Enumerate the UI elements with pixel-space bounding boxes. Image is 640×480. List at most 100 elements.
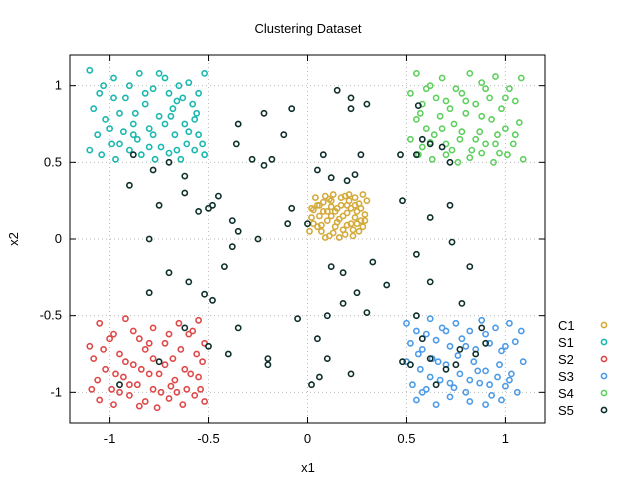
data-point <box>155 201 163 209</box>
chart-title: Clustering Dataset <box>255 21 362 36</box>
data-point <box>406 339 414 347</box>
data-point <box>116 109 123 117</box>
data-point <box>122 358 129 366</box>
data-point <box>108 140 115 148</box>
data-point <box>327 174 335 182</box>
data-point <box>357 217 365 224</box>
legend-marker <box>600 389 608 397</box>
data-point <box>472 100 480 108</box>
data-point <box>450 384 458 392</box>
data-point <box>456 370 464 378</box>
data-point <box>125 82 133 90</box>
data-point <box>359 191 367 198</box>
data-point <box>169 355 177 362</box>
data-point <box>181 324 189 332</box>
data-point <box>448 146 456 154</box>
data-point <box>315 373 323 381</box>
y-tick-label: -0.5 <box>40 308 62 323</box>
data-point <box>476 128 484 136</box>
data-point <box>86 66 94 74</box>
data-point <box>442 327 450 335</box>
data-point <box>355 227 363 235</box>
data-point <box>422 125 430 133</box>
data-point <box>116 381 123 389</box>
data-point <box>195 316 202 324</box>
data-point <box>165 395 173 402</box>
data-point <box>197 385 204 393</box>
legend-marker <box>600 321 608 329</box>
data-point <box>149 85 157 93</box>
data-points <box>86 66 527 412</box>
x-tick-label: 1 <box>502 431 509 446</box>
data-point <box>308 214 315 221</box>
data-point <box>122 315 129 323</box>
y-axis-label: x2 <box>6 232 21 246</box>
data-point <box>181 120 189 128</box>
data-point <box>501 125 509 133</box>
data-point <box>145 339 153 347</box>
data-point <box>482 140 489 148</box>
data-point <box>323 207 331 215</box>
data-point <box>177 155 185 163</box>
data-point <box>466 154 474 162</box>
x-tick-label: -1 <box>104 431 116 446</box>
data-point <box>347 94 355 102</box>
data-point <box>86 342 94 350</box>
data-point <box>254 235 262 243</box>
data-point <box>234 227 242 235</box>
series-s4 <box>406 70 527 166</box>
data-point <box>313 335 321 343</box>
data-point <box>116 388 123 396</box>
data-point <box>167 382 175 390</box>
legend-label: C1 <box>558 318 575 333</box>
legend-label: S4 <box>558 386 574 401</box>
data-point <box>505 319 513 327</box>
data-point <box>96 89 104 97</box>
data-point <box>183 140 191 148</box>
data-point <box>488 391 495 399</box>
data-point <box>466 398 474 405</box>
data-point <box>308 381 315 389</box>
data-point <box>412 151 420 159</box>
data-point <box>214 192 222 200</box>
data-point <box>432 401 440 408</box>
data-point <box>165 330 173 338</box>
data-point <box>120 128 127 136</box>
data-point <box>141 89 149 97</box>
data-point <box>353 289 361 297</box>
data-point <box>141 398 149 405</box>
data-point <box>131 109 139 117</box>
data-point <box>412 396 420 404</box>
data-point <box>339 269 347 277</box>
data-point <box>327 263 335 270</box>
data-point <box>498 347 505 355</box>
data-point <box>363 197 371 205</box>
data-point <box>167 112 175 120</box>
data-point <box>442 151 450 159</box>
data-point <box>165 89 173 97</box>
data-point <box>432 94 440 102</box>
data-point <box>337 201 345 209</box>
data-point <box>349 232 357 240</box>
data-point <box>234 324 242 332</box>
data-point <box>100 82 107 90</box>
data-point <box>357 151 365 159</box>
data-point <box>341 192 349 200</box>
data-point <box>86 146 94 154</box>
data-point <box>165 149 173 157</box>
data-point <box>446 158 454 166</box>
data-point <box>220 263 228 270</box>
data-point <box>175 319 183 327</box>
data-point <box>466 327 474 335</box>
data-point <box>454 352 462 359</box>
data-point <box>501 94 509 102</box>
data-point <box>329 191 337 198</box>
data-point <box>426 214 434 221</box>
data-point <box>125 146 133 154</box>
data-point <box>323 355 331 362</box>
data-point <box>446 105 454 113</box>
data-point <box>284 220 292 228</box>
data-point <box>317 221 325 229</box>
data-point <box>145 143 153 151</box>
data-point <box>505 85 513 93</box>
